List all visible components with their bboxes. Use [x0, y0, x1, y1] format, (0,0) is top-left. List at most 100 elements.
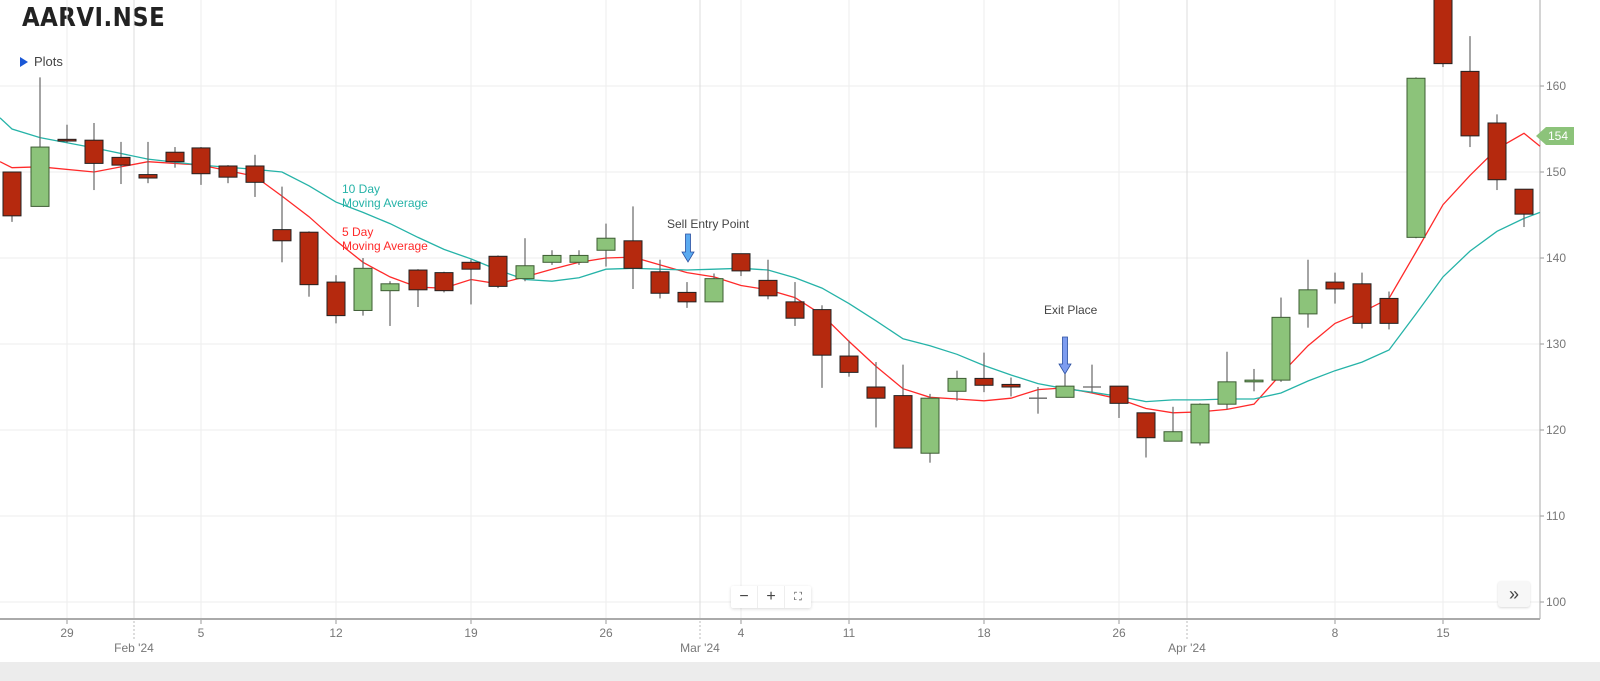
candle — [1136, 412, 1156, 458]
candle-body-up — [515, 265, 535, 280]
x-tick-label: 29 — [60, 626, 74, 640]
candle — [138, 141, 158, 184]
candle-body-down — [677, 291, 697, 303]
candle-body-down — [191, 147, 211, 175]
candle — [461, 259, 481, 305]
candle — [2, 171, 22, 222]
down-arrow-icon — [1058, 336, 1072, 375]
candle-body-up — [1163, 431, 1183, 442]
candle — [677, 282, 697, 308]
annotation-label: Sell Entry Point — [667, 217, 750, 231]
candle — [218, 165, 238, 184]
y-tick-label: 150 — [1546, 165, 1566, 179]
annotation-label: Exit Place — [1044, 303, 1098, 317]
candle-body-down — [1109, 385, 1129, 404]
candle-body-down — [812, 309, 832, 356]
candle — [866, 362, 886, 428]
candle — [30, 77, 50, 207]
candle-body-down — [272, 229, 292, 242]
candle — [1433, 0, 1453, 68]
y-tick-label: 160 — [1546, 79, 1566, 93]
y-tick-label: 100 — [1546, 595, 1566, 609]
candle — [1379, 291, 1399, 330]
candle-body-down — [758, 279, 778, 297]
plots-label: Plots — [34, 54, 63, 69]
candle — [165, 147, 185, 168]
scroll-to-latest-button[interactable]: » — [1498, 581, 1530, 607]
candle — [1055, 374, 1075, 398]
y-tick-label: 120 — [1546, 423, 1566, 437]
candle-body-down — [408, 269, 428, 291]
candle — [1083, 364, 1101, 394]
ma10-line — [0, 117, 1541, 403]
candle-body-up — [1190, 403, 1210, 444]
candle-body-up — [542, 254, 562, 263]
zoom-in-button[interactable]: + — [758, 586, 785, 608]
x-month-label: Feb '24 — [114, 641, 154, 655]
fullscreen-button[interactable]: ⛶ — [794, 590, 802, 603]
candle-body-down — [1136, 412, 1156, 439]
price-tag-arrow-icon — [1536, 127, 1546, 145]
candle-body-down — [138, 174, 158, 179]
candle-body-down — [893, 395, 913, 449]
plots-toggle[interactable]: Plots — [20, 54, 63, 69]
candle-body-up — [920, 397, 940, 454]
last-price-tag: 154 — [1536, 127, 1575, 145]
candle — [704, 273, 724, 303]
candle — [839, 340, 859, 377]
x-month-label: Apr '24 — [1168, 641, 1206, 655]
candle — [812, 305, 832, 388]
candle-body-down — [165, 151, 185, 163]
candle — [1298, 259, 1318, 328]
candle — [1460, 36, 1480, 148]
candle-body-down — [1433, 0, 1453, 65]
candle — [1029, 387, 1047, 414]
candle-body-down — [650, 271, 670, 294]
candle — [974, 352, 994, 393]
candles — [2, 0, 1534, 463]
candle-body-up — [1055, 385, 1075, 398]
candle — [1514, 188, 1534, 228]
candle — [1163, 406, 1183, 442]
x-tick-label: 15 — [1436, 626, 1450, 640]
x-tick-label: 11 — [843, 626, 856, 640]
candle-body-down — [1487, 122, 1507, 181]
candle-body-down — [84, 139, 104, 164]
candle-body-up — [380, 283, 400, 292]
candle-body-up — [30, 146, 50, 207]
expand-triangle-icon — [20, 56, 28, 67]
candle — [353, 258, 373, 316]
candle — [515, 238, 535, 282]
candle — [84, 122, 104, 191]
annotation-label: Moving Average — [342, 239, 428, 253]
x-tick-label: 18 — [977, 626, 991, 640]
candle — [111, 141, 131, 185]
y-axis: 100 110 120 130 140 150 160 — [1539, 0, 1566, 619]
candle-body-down — [326, 281, 346, 317]
zoom-out-button[interactable]: − — [731, 586, 758, 608]
x-tick-label: 19 — [464, 626, 478, 640]
candle-body-up — [353, 267, 373, 311]
candle — [947, 370, 967, 401]
candle — [542, 250, 562, 265]
candle — [731, 253, 751, 277]
candle — [893, 364, 913, 449]
candle — [380, 281, 400, 326]
x-tick-label: 12 — [329, 626, 343, 640]
y-tick-label: 110 — [1546, 509, 1565, 523]
y-tick-label: 140 — [1546, 251, 1566, 265]
candle-body-down — [731, 253, 751, 272]
candle — [408, 269, 428, 308]
candle — [1109, 385, 1129, 418]
candle — [1325, 272, 1345, 304]
candle-body-up — [1271, 316, 1291, 381]
candle — [488, 255, 508, 289]
candle-body-down — [1352, 283, 1372, 324]
x-month-label: Mar '24 — [680, 641, 720, 655]
candle-body-down — [488, 255, 508, 287]
last-price-value: 154 — [1546, 127, 1575, 145]
candle — [1001, 377, 1021, 397]
bottom-bar — [0, 662, 1600, 681]
